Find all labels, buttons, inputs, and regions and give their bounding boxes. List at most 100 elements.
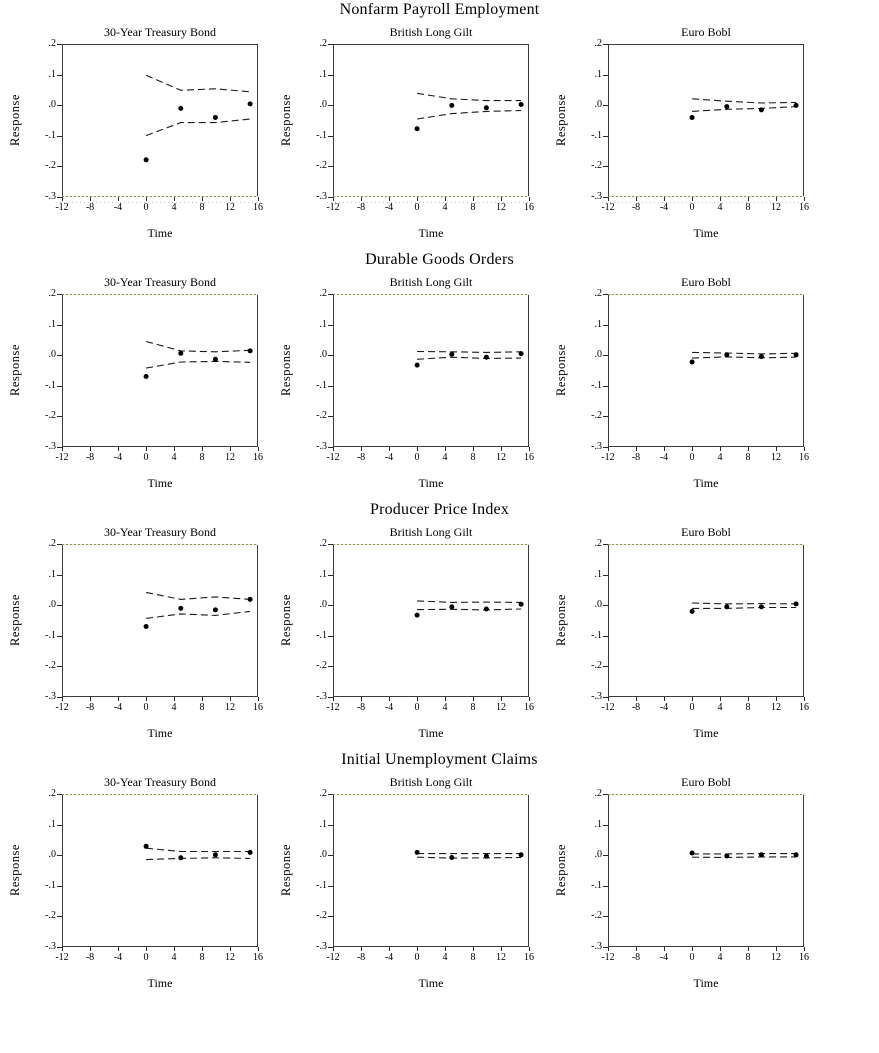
y-tick-label: .1 <box>319 68 328 80</box>
x-tick-mark <box>748 447 749 451</box>
y-tick-label: .1 <box>594 318 603 330</box>
x-tick-mark <box>720 197 721 201</box>
x-tick-label: 8 <box>745 702 751 713</box>
x-tick-label: -12 <box>326 202 340 213</box>
x-tick-mark <box>62 197 63 201</box>
plot-area <box>333 44 529 197</box>
y-tick-mark <box>603 447 608 448</box>
y-tick-mark <box>57 135 62 137</box>
y-axis-label: Response <box>279 594 293 647</box>
y-axis-label: Response <box>279 344 293 397</box>
chart-canvas <box>143 340 253 379</box>
response-data-point <box>793 601 799 607</box>
x-tick-label: 16 <box>253 202 263 213</box>
y-tick-label: -.3 <box>316 441 327 452</box>
x-axis-label: Time <box>693 226 719 240</box>
y-tick-mark <box>328 574 333 576</box>
y-tick-label: -.2 <box>316 160 327 172</box>
x-tick-mark <box>230 697 231 701</box>
response-data-point <box>518 351 524 357</box>
frame-edge-dotted-line <box>608 294 804 295</box>
x-tick-label: -4 <box>384 452 394 463</box>
y-tick-label: .1 <box>48 568 57 580</box>
response-data-point <box>414 612 420 618</box>
x-tick-label: 16 <box>524 202 534 213</box>
x-tick-label: -12 <box>55 702 69 713</box>
x-tick-mark <box>445 697 446 701</box>
x-tick-label: 16 <box>799 452 809 463</box>
response-data-point <box>689 850 695 856</box>
x-tick-mark <box>664 947 665 951</box>
x-tick-label: -8 <box>356 952 366 963</box>
y-tick-mark <box>603 294 608 295</box>
y-tick-mark <box>603 355 608 357</box>
x-tick-mark <box>608 947 609 951</box>
lower-confidence-band <box>692 106 797 112</box>
x-tick-mark <box>389 697 390 701</box>
y-axis-label: Response <box>554 344 568 397</box>
x-tick-label: -12 <box>326 452 340 463</box>
y-tick-label: -.2 <box>45 160 56 172</box>
y-tick-mark <box>328 294 333 295</box>
x-tick-label: 8 <box>470 202 476 213</box>
frame-edge-dotted-line <box>62 294 258 295</box>
upper-confidence-band <box>692 351 797 355</box>
x-tick-label: -4 <box>384 702 394 713</box>
x-tick-mark <box>720 947 721 951</box>
y-tick-label: .1 <box>594 68 603 80</box>
upper-confidence-band <box>145 340 251 353</box>
y-tick-label: .0 <box>319 599 328 611</box>
response-data-point <box>793 102 799 108</box>
baseline-faint-dotted-line <box>56 202 264 203</box>
y-tick-mark <box>328 794 333 795</box>
y-axis-label: Response <box>554 844 568 897</box>
chart-title: 30-Year Treasury Bond <box>103 25 217 39</box>
x-tick-mark <box>473 447 474 451</box>
y-tick-label: .1 <box>48 318 57 330</box>
x-tick-label: -4 <box>113 952 123 963</box>
y-tick-label: -.1 <box>591 129 602 141</box>
y-tick-mark <box>603 166 608 168</box>
x-tick-mark <box>692 947 693 951</box>
x-tick-mark <box>417 947 418 951</box>
x-tick-label: 16 <box>799 202 809 213</box>
response-data-point <box>247 849 253 855</box>
response-data-point <box>414 849 420 855</box>
y-tick-mark <box>57 947 62 948</box>
x-tick-mark <box>692 447 693 451</box>
chart-title: British Long Gilt <box>389 25 473 39</box>
x-tick-mark <box>636 197 637 201</box>
x-tick-mark <box>748 197 749 201</box>
y-tick-label: -.1 <box>45 379 56 391</box>
x-tick-label: -4 <box>113 202 123 213</box>
x-tick-mark <box>776 947 777 951</box>
baseline-faint-dotted-line <box>602 202 810 203</box>
y-tick-mark <box>603 666 608 668</box>
x-tick-label: 4 <box>717 702 723 713</box>
y-tick-mark <box>57 697 62 698</box>
x-tick-label: 8 <box>470 952 476 963</box>
y-tick-label: .2 <box>594 538 603 549</box>
response-data-point <box>414 126 420 132</box>
plot-area <box>333 294 529 447</box>
lower-confidence-band <box>692 356 797 359</box>
response-data-point <box>449 102 455 108</box>
upper-confidence-band <box>145 74 251 93</box>
x-tick-label: 4 <box>717 952 723 963</box>
response-data-point <box>143 374 149 379</box>
x-tick-label: 0 <box>689 202 695 213</box>
x-tick-mark <box>174 447 175 451</box>
x-tick-mark <box>118 197 119 201</box>
x-tick-mark <box>473 947 474 951</box>
x-tick-mark <box>664 197 665 201</box>
chart-canvas <box>414 350 524 368</box>
x-tick-label: -8 <box>85 452 95 463</box>
y-tick-label: .0 <box>594 349 603 361</box>
x-tick-label: -4 <box>113 452 123 463</box>
x-tick-label: 0 <box>689 952 695 963</box>
lower-confidence-band <box>417 109 522 120</box>
x-tick-label: -12 <box>601 452 615 463</box>
chart-canvas <box>143 843 253 861</box>
y-tick-mark <box>603 855 608 857</box>
frame-edge-dotted-line <box>62 196 258 197</box>
